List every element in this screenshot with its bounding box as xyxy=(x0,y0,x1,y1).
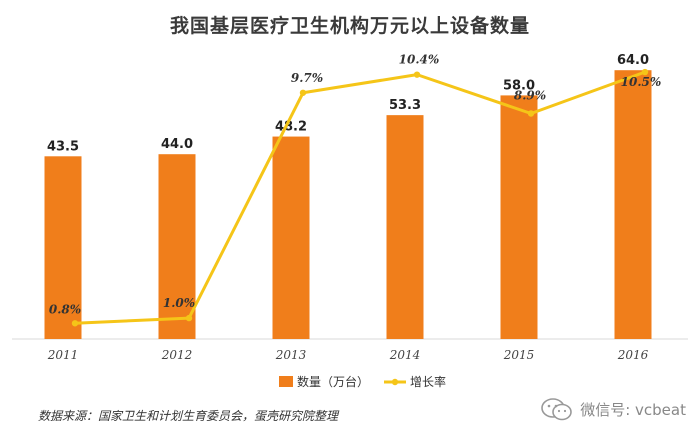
growth-rate-point xyxy=(414,71,420,77)
x-tick-label: 2015 xyxy=(503,348,535,362)
legend-label-bars: 数量（万台） xyxy=(297,374,369,389)
growth-rate-label: 1.0% xyxy=(163,296,195,310)
wechat-icon xyxy=(540,397,574,421)
growth-rate-point xyxy=(186,315,192,321)
bar-value-label: 43.5 xyxy=(47,139,79,154)
watermark: 微信号: vcbeat xyxy=(540,397,686,421)
growth-rate-label: 8.9% xyxy=(514,88,546,102)
growth-rate-label: 9.7% xyxy=(291,71,323,85)
bar-value-label: 44.0 xyxy=(161,137,193,152)
growth-rate-label: 10.4% xyxy=(399,53,440,67)
bar-2016 xyxy=(615,70,652,339)
bar-2014 xyxy=(387,115,424,339)
chart-canvas: 43.5201144.0201248.2201353.3201458.02015… xyxy=(0,0,700,433)
legend-label-line: 增长率 xyxy=(410,374,446,389)
x-tick-label: 2011 xyxy=(47,348,79,362)
growth-rate-label: 0.8% xyxy=(49,302,81,316)
growth-rate-point xyxy=(528,110,534,116)
watermark-text: 微信号: vcbeat xyxy=(580,399,686,420)
x-tick-label: 2013 xyxy=(275,348,307,362)
x-tick-label: 2014 xyxy=(389,348,421,362)
bar-2015 xyxy=(501,95,538,339)
bar-2012 xyxy=(159,154,196,339)
x-tick-label: 2012 xyxy=(161,348,193,362)
x-tick-label: 2016 xyxy=(617,348,649,362)
bar-value-label: 64.0 xyxy=(617,53,649,68)
chart-figure: 我国基层医疗卫生机构万元以上设备数量 43.5 2011 44.0 2012 48.2 2… xyxy=(0,0,700,433)
growth-rate-point xyxy=(300,90,306,96)
legend-swatch-bars xyxy=(279,376,293,387)
bar-value-label: 53.3 xyxy=(389,98,421,113)
growth-rate-point xyxy=(72,320,78,326)
growth-rate-label: 10.5% xyxy=(621,75,662,89)
bar-2013 xyxy=(273,137,310,339)
source-note: 数据来源：国家卫生和计划生育委员会，蛋壳研究院整理 xyxy=(38,407,338,424)
bar-value-label: 48.2 xyxy=(275,120,307,135)
legend-marker-line xyxy=(392,379,398,385)
